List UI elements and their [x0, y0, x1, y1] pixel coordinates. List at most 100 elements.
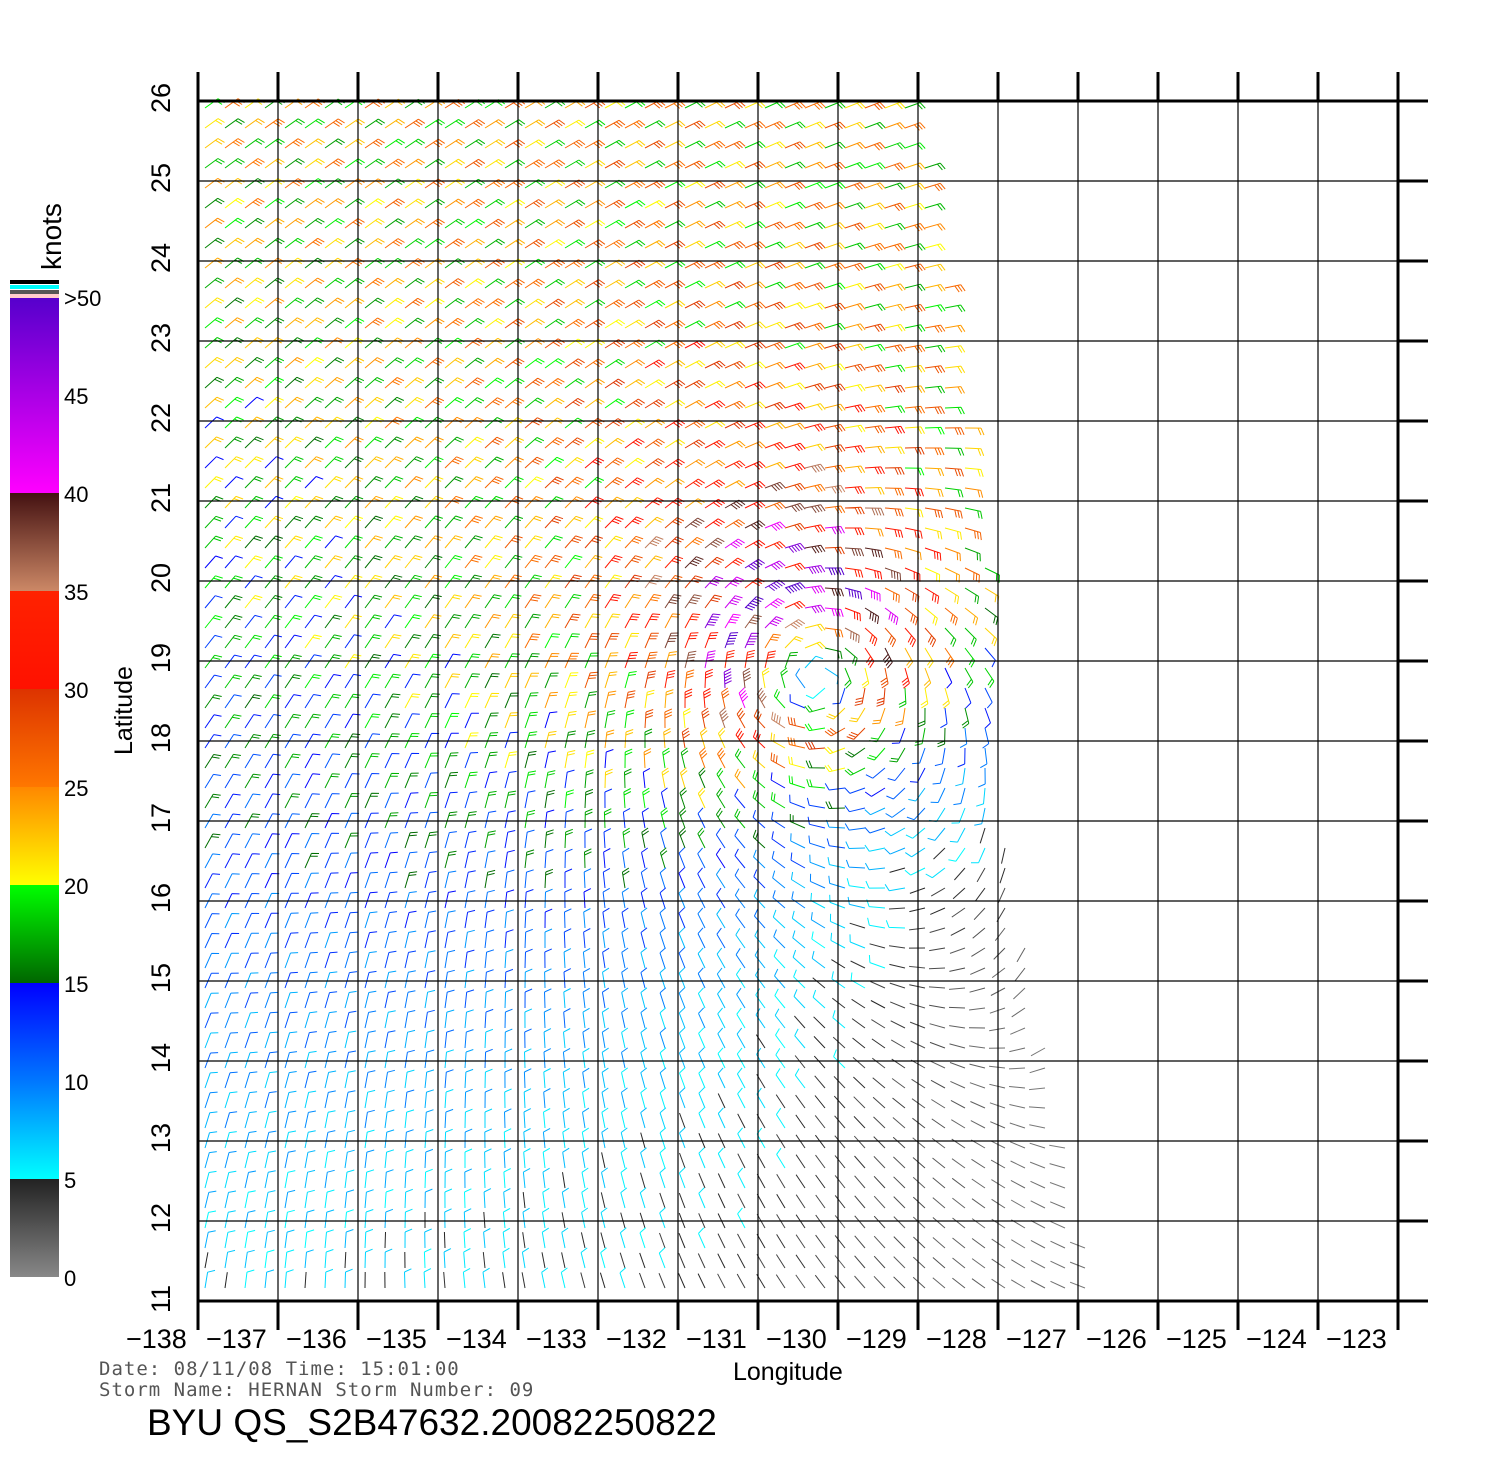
wind-barb — [564, 848, 573, 869]
wind-barb — [524, 750, 537, 769]
wind-barb — [734, 788, 746, 809]
wind-barb — [624, 179, 646, 189]
wind-barb — [949, 947, 966, 954]
wind-barb — [664, 100, 686, 109]
wind-barb — [464, 771, 478, 789]
wind-barb — [544, 633, 561, 649]
wind-barb — [697, 1253, 706, 1269]
wind-barb — [521, 1247, 530, 1269]
wind-barb — [724, 440, 746, 449]
wind-barb — [364, 118, 385, 129]
wind-barb — [304, 1050, 317, 1069]
wind-barb — [884, 364, 906, 373]
wind-barb — [484, 869, 496, 889]
wind-barb — [264, 912, 279, 929]
wind-barb — [464, 476, 484, 489]
wind-barb — [224, 436, 244, 449]
wind-barb — [444, 1029, 455, 1049]
wind-barb — [794, 1028, 806, 1049]
wind-barb — [882, 647, 893, 669]
wind-barb — [324, 1229, 334, 1249]
wind-barb — [524, 535, 543, 549]
wind-barb — [444, 712, 460, 729]
wind-barb — [244, 575, 263, 589]
wind-barb — [784, 582, 806, 594]
wind-barb — [784, 241, 806, 250]
wind-barb — [664, 575, 683, 589]
wind-barb — [504, 298, 525, 309]
wind-barb — [384, 634, 402, 649]
wind-barb — [824, 444, 846, 453]
wind-barb — [284, 753, 301, 769]
wind-barb — [784, 482, 806, 492]
wind-barb — [659, 1107, 667, 1129]
wind-barb — [864, 647, 875, 668]
wind-barb — [784, 261, 806, 270]
wind-barb — [604, 299, 626, 309]
wind-barb — [384, 772, 400, 789]
wind-barb — [684, 517, 705, 529]
wind-barb — [736, 987, 746, 1009]
wind-barb — [424, 118, 445, 129]
wind-barb — [464, 1009, 474, 1029]
wind-barb — [744, 558, 765, 571]
wind-barb — [364, 377, 385, 389]
wind-barb — [544, 613, 561, 629]
wind-barb — [564, 298, 585, 309]
wind-barb — [624, 457, 645, 469]
wind-barb — [869, 727, 886, 743]
wind-barb — [204, 1151, 217, 1169]
wind-barb — [871, 1057, 886, 1069]
wind-barb — [544, 496, 564, 509]
wind-barb — [957, 747, 966, 768]
wind-barb — [644, 319, 666, 329]
wind-barb — [737, 1087, 746, 1109]
wind-barb — [827, 857, 846, 869]
wind-barb — [284, 713, 301, 729]
wind-barb — [560, 1267, 568, 1289]
wind-barb — [954, 867, 966, 881]
wind-barb — [721, 687, 730, 709]
wind-barb — [562, 1127, 570, 1149]
wind-barb — [564, 613, 581, 629]
wind-barb — [684, 594, 702, 609]
wind-barb — [964, 527, 982, 541]
wind-barb — [544, 239, 566, 249]
wind-barb — [384, 138, 405, 149]
wind-barb — [1029, 1124, 1046, 1129]
wind-barb — [521, 1272, 526, 1289]
wind-barb — [224, 793, 241, 809]
wind-barb — [640, 927, 648, 949]
wind-barb — [853, 1096, 866, 1109]
wind-barb — [564, 633, 580, 649]
wind-barb — [704, 260, 726, 270]
wind-barb — [844, 384, 866, 392]
wind-barb — [423, 1248, 432, 1269]
wind-barb — [244, 376, 265, 389]
wind-barb — [770, 732, 786, 749]
wind-barb — [244, 1111, 257, 1129]
wind-barb — [684, 575, 703, 589]
wind-barb — [744, 281, 766, 289]
wind-barb — [804, 342, 826, 351]
wind-barb — [964, 447, 985, 456]
wind-barb — [504, 1048, 513, 1069]
wind-barb — [1030, 1220, 1046, 1229]
wind-barb — [659, 1087, 667, 1109]
wind-barb — [224, 694, 242, 709]
wind-barb — [764, 361, 786, 370]
wind-barb — [564, 594, 582, 609]
wind-barb — [794, 1055, 806, 1069]
wind-barb — [244, 535, 263, 549]
wind-barb — [828, 875, 846, 889]
wind-barb — [998, 887, 1006, 903]
wind-barb — [580, 1272, 586, 1289]
wind-barb — [524, 554, 543, 569]
wind-barb — [964, 607, 979, 626]
wind-barb — [679, 1127, 686, 1149]
wind-barb — [264, 1031, 278, 1049]
wind-barb — [964, 467, 984, 477]
wind-barb — [564, 476, 584, 489]
wind-barb — [544, 515, 564, 529]
wind-barb — [264, 456, 284, 469]
